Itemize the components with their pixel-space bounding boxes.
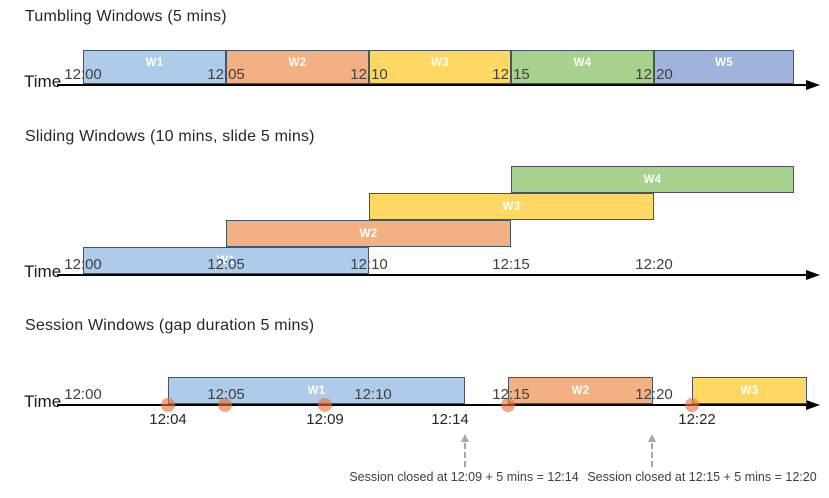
window-label: W4 [643,173,662,186]
session-close-annotation: Session closed at 12:15 + 5 mins = 12:20 [587,470,817,484]
window-label: W1 [145,57,164,69]
axis-arrowhead-icon [806,80,820,90]
dashed-arrow-line [651,443,653,467]
tick-label: 12:15 [492,256,530,273]
tick-label: 12:05 [207,256,245,273]
event-time-label: 12:14 [431,411,469,428]
window-label: W2 [571,384,590,397]
timeline-axis [57,274,808,276]
diagram-title: Tumbling Windows (5 mins) [25,8,227,25]
window-label: W3 [740,384,759,397]
window-label: W1 [217,254,235,267]
time-axis-label: Time [24,72,62,91]
window-rect: W4 [511,50,654,84]
axis-arrowhead-icon [806,270,820,280]
tick-label: 12:20 [635,386,673,403]
window-label: W3 [502,200,521,213]
tick-label: 12:10 [350,66,388,83]
window-rect: W1 [83,247,369,274]
time-axis-label: Time [24,392,62,411]
event-dot [218,398,232,412]
tick-label: 12:15 [492,66,530,83]
event-dot [501,398,515,412]
dashed-arrow-line [464,443,466,467]
tick-label: 12:15 [492,386,530,403]
window-rect: W2 [226,50,369,84]
event-time-label: 12:04 [149,411,187,428]
window-label: W1 [307,384,326,397]
event-dot [161,398,175,412]
dashed-arrow-head-icon [648,434,656,442]
event-time-label: 12:09 [306,411,344,428]
tick-label: 12:00 [64,256,102,273]
window-label: W2 [359,227,378,240]
window-label: W2 [288,57,307,69]
timeline-axis [57,84,808,86]
time-axis-label: Time [24,262,62,281]
window-rect: W4 [511,166,794,193]
window-rect: W3 [369,50,511,84]
axis-arrowhead-icon [806,400,820,410]
window-rect: W1 [168,377,465,404]
diagram-title: Sliding Windows (10 mins, slide 5 mins) [25,128,315,145]
window-label: W4 [573,57,592,69]
tick-label: 12:05 [207,386,245,403]
window-rect: W3 [692,377,807,404]
tick-label: 12:10 [354,386,392,403]
window-rect: W5 [654,50,794,84]
event-dot [318,398,332,412]
tick-label: 12:20 [635,256,673,273]
event-dot [685,398,699,412]
window-label: W3 [431,57,449,69]
tick-label: 12:10 [350,256,388,273]
timeline-axis [57,404,808,406]
tick-label: 12:05 [207,66,245,83]
window-rect: W2 [508,377,653,404]
window-label: W5 [715,57,733,69]
session-close-annotation: Session closed at 12:09 + 5 mins = 12:14 [349,470,579,484]
window-rect: W2 [226,220,511,247]
window-rect: W1 [83,50,226,84]
diagram-title: Session Windows (gap duration 5 mins) [25,317,315,334]
tick-label: 12:00 [64,386,102,403]
event-time-label: 12:22 [678,411,716,428]
tick-label: 12:20 [635,66,673,83]
tick-label: 12:00 [64,66,102,83]
dashed-arrow-head-icon [461,434,469,442]
window-rect: W3 [369,193,654,220]
